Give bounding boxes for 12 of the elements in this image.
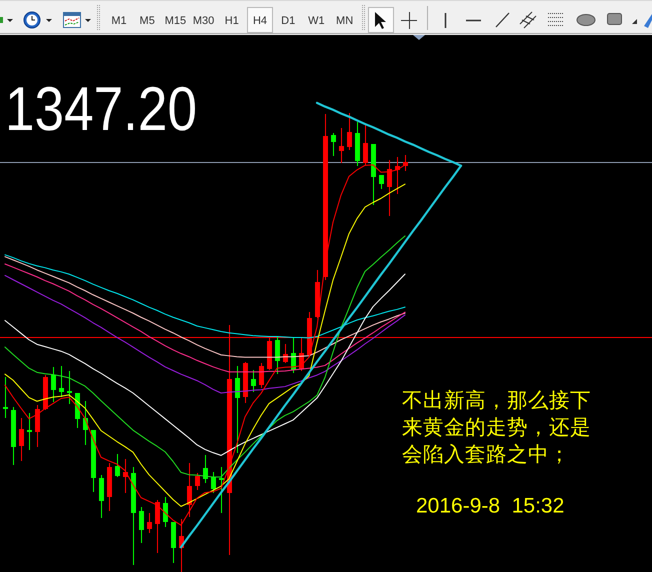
text: H4 [252,15,268,27]
text: D1 [281,15,296,27]
text: H1 [224,15,239,27]
annotation: 1347.20 [5,75,230,144]
annotation: 2016-9-8 15:32 [416,494,564,518]
text: MN [336,15,354,27]
annotation: 不出新高，那么接下来黄金的走势，还是会陷入套路之中； [402,387,592,468]
text: M30 [192,15,214,27]
text: M15 [164,15,186,27]
text: W1 [308,15,325,27]
text: M5 [140,15,155,27]
text: M1 [111,15,127,27]
